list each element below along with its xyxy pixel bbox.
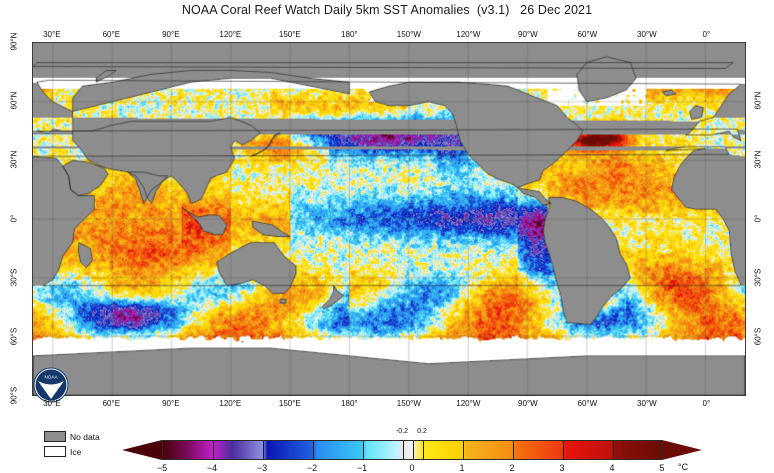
page-title: NOAA Coral Reef Watch Daily 5km SST Anom… (181, 3, 593, 17)
colorbar-minor-label: 0.2 (417, 428, 427, 435)
lon-tick-label: 150°W (396, 399, 421, 408)
lon-tick-label: 0° (702, 399, 711, 408)
legend-ice: Ice (44, 446, 81, 457)
lat-tick-label-left: 90°S (9, 386, 19, 405)
colorbar-tick-label: 0 (409, 463, 415, 473)
lat-tick-label-left: 0° (9, 214, 19, 223)
colorbar-minor-separator (423, 441, 424, 459)
lat-tick-label-left: 90°N (9, 32, 19, 51)
map-plot-area[interactable] (32, 42, 746, 396)
lat-tick-label-right: 60°S (753, 327, 763, 346)
legend-nodata: No data (44, 431, 100, 442)
lon-tick-label: 90°E (162, 399, 180, 408)
lon-tick-label: 60°E (102, 30, 121, 39)
lat-tick-label-left: 30°N (9, 150, 19, 169)
ice-swatch (44, 446, 66, 457)
lon-tick-label: 120°E (219, 30, 242, 39)
colorbar-tick-label: −5 (156, 463, 168, 473)
colorbar-tick-label: 5 (659, 463, 665, 473)
colorbar-tick-label: −2 (306, 463, 318, 473)
colorbar-separator (313, 441, 314, 459)
colorbar-tick-label: −1 (356, 463, 368, 473)
colorbar-separator (263, 441, 264, 459)
colorbar-tick-label: 1 (459, 463, 465, 473)
colorbar: °C −5 −4 −3 −2 −1 0 1 2 3 4 5 -0.2 0.2 (122, 428, 722, 473)
lon-tick-label: 180° (341, 30, 358, 39)
colorbar-tick-label: −3 (256, 463, 268, 473)
lat-tick-label-right: 30°N (753, 150, 763, 169)
colorbar-separator (463, 441, 464, 459)
lat-tick-label-right: 30°S (753, 268, 763, 287)
nodata-label: No data (70, 431, 100, 442)
lon-tick-label: 0° (702, 30, 711, 39)
lon-tick-label: 150°E (278, 399, 301, 408)
lon-tick-label: 120°W (456, 30, 481, 39)
colorbar-low-extend-arrow (122, 440, 162, 460)
ice-label: Ice (70, 446, 82, 457)
svg-text:NOAA: NOAA (44, 375, 58, 380)
colorbar-separator (413, 441, 414, 459)
colorbar-gradient (163, 441, 661, 459)
colorbar-tick-label: 2 (509, 463, 515, 473)
lon-tick-label: 60°W (577, 399, 598, 408)
nodata-swatch (44, 431, 66, 442)
lat-tick-label-right: 0° (753, 214, 763, 223)
colorbar-unit-label: °C (678, 462, 689, 472)
colorbar-separator (363, 441, 364, 459)
lon-tick-label: 90°E (162, 30, 180, 39)
legend: No data Ice °C −5 −4 −3 −2 −1 0 1 2 3 4 5 -0.2 0.2 (0, 424, 774, 473)
colorbar-high-extend-arrow (662, 440, 702, 460)
colorbar-tick-label: −4 (206, 463, 218, 473)
lon-tick-label: 60°W (577, 30, 598, 39)
lon-tick-label: 30°W (637, 399, 657, 408)
lon-tick-label: 120°W (456, 399, 481, 408)
lon-tick-label: 120°E (219, 399, 242, 408)
lon-tick-label: 90°W (518, 30, 538, 39)
lat-tick-label-left: 60°N (9, 91, 19, 110)
lon-tick-label: 30°W (637, 30, 657, 39)
colorbar-separator (213, 441, 214, 459)
colorbar-minor-label: -0.2 (395, 428, 409, 435)
lon-tick-label: 150°E (278, 30, 301, 39)
lon-tick-label: 30°E (43, 399, 61, 408)
colorbar-tick-label: 4 (609, 463, 615, 473)
lon-tick-label: 150°W (396, 30, 421, 39)
lon-tick-label: 180° (341, 399, 358, 408)
noaa-logo: NOAA (31, 365, 71, 405)
lon-tick-label: 30°E (43, 30, 61, 39)
lat-tick-label-left: 60°S (9, 327, 19, 346)
lon-tick-label: 90°W (518, 399, 538, 408)
colorbar-tick-label: 3 (559, 463, 565, 473)
colorbar-separator (513, 441, 514, 459)
sst-anomaly-heatmap (33, 43, 745, 395)
lat-tick-label-right: 60°N (753, 91, 763, 110)
lon-tick-label: 60°E (102, 399, 121, 408)
colorbar-separator (563, 441, 564, 459)
colorbar-separator (613, 441, 614, 459)
colorbar-minor-separator (403, 441, 404, 459)
colorbar-body (162, 440, 662, 460)
lat-tick-label-left: 30°S (9, 268, 19, 287)
